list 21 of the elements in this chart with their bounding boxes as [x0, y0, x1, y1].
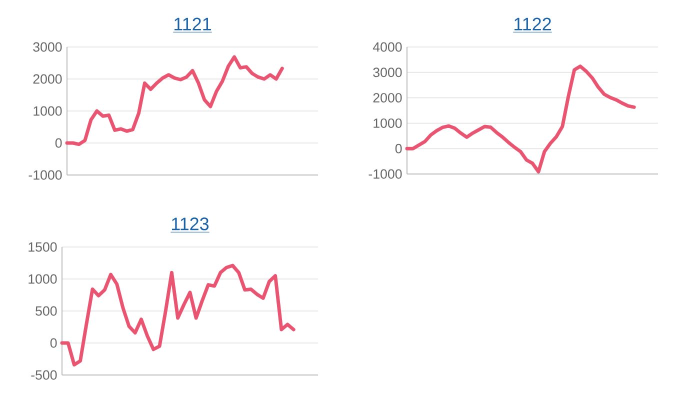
chart-title: 1122 [514, 18, 551, 30]
y-tick-label: 3000 [373, 68, 402, 78]
y-tick-label: -1000 [28, 170, 62, 180]
y-tick-label: 0 [55, 138, 62, 148]
y-tick-label: 500 [36, 306, 57, 316]
chart-title: 1121 [174, 18, 211, 30]
line-series [60, 264, 296, 366]
y-tick-label: 1500 [28, 242, 57, 252]
y-tick-label: 1000 [374, 118, 402, 128]
y-tick-label: 1000 [34, 106, 62, 116]
y-tick-label: 1000 [28, 274, 57, 284]
y-tick-label: -1000 [368, 169, 402, 179]
y-tick-label: 2000 [373, 93, 402, 103]
y-tick-label: 0 [395, 144, 402, 154]
y-tick-label: -500 [31, 370, 57, 380]
line-series [65, 55, 284, 146]
y-tick-label: 4000 [372, 42, 402, 52]
y-tick-label: 3000 [33, 42, 62, 52]
y-tick-label: 2000 [33, 74, 62, 84]
chart-title: 1123 [172, 218, 209, 230]
y-tick-label: 0 [50, 338, 57, 348]
